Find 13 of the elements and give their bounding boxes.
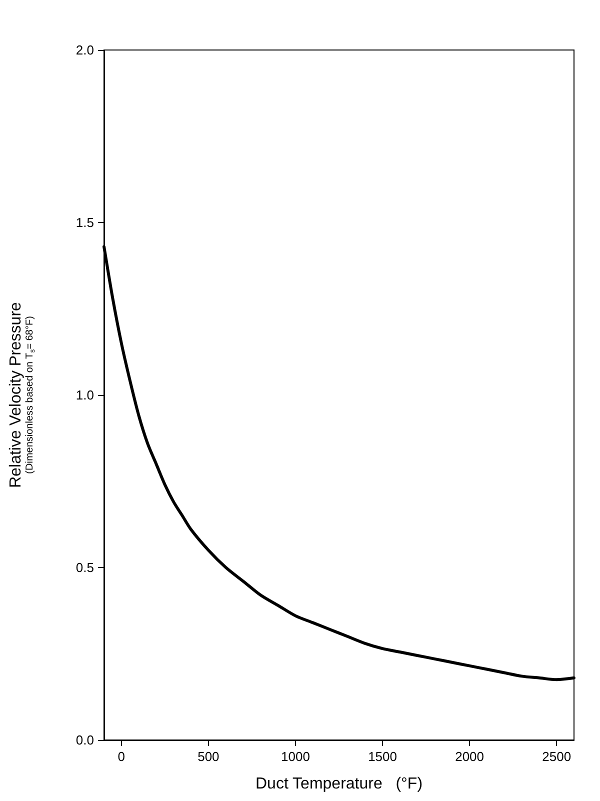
x-tick-label: 1500 bbox=[368, 749, 397, 764]
y-tick-label: 0.0 bbox=[76, 732, 94, 748]
y-axis-title: Relative Velocity Pressure bbox=[8, 302, 24, 488]
y-tick-label: 1.0 bbox=[76, 388, 94, 402]
x-axis-title: Duct Temperature (°F) bbox=[255, 776, 423, 792]
x-tick-label: 2000 bbox=[455, 749, 484, 764]
x-tick-label: 1000 bbox=[281, 749, 310, 764]
y-tick-label: 2.0 bbox=[76, 42, 94, 58]
y-tick-label: 1.5 bbox=[76, 215, 94, 230]
x-tick-label: 2500 bbox=[542, 749, 572, 764]
x-tick-label: 0 bbox=[118, 749, 126, 764]
x-tick-label: 500 bbox=[198, 749, 220, 764]
y-tick-label: 0.5 bbox=[76, 560, 94, 575]
